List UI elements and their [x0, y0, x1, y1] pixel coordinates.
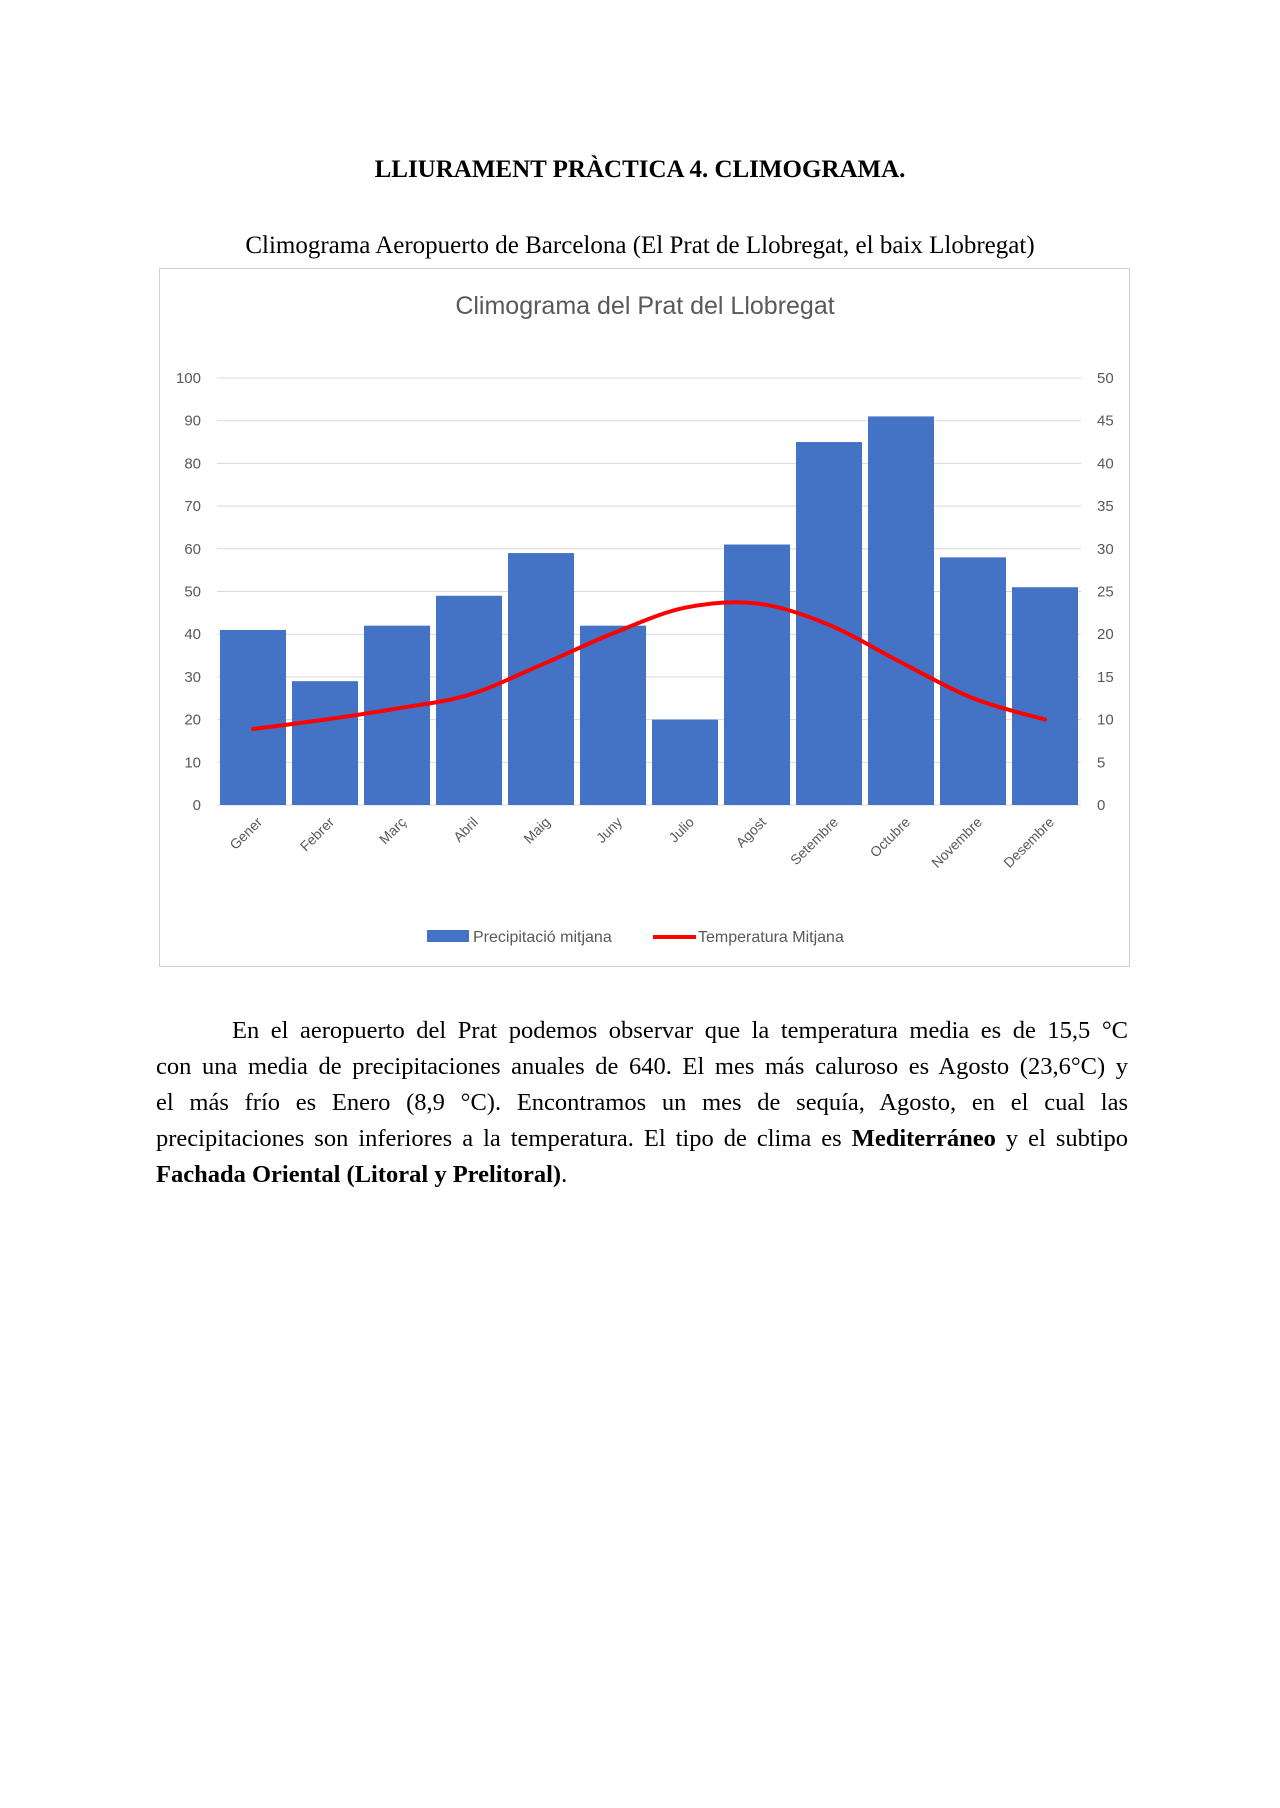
body-paragraph: En el aeropuerto del Prat podemos observ…: [156, 1013, 1128, 1193]
category-label: Maig: [520, 814, 553, 847]
left-axis-tick: 80: [184, 455, 201, 472]
chart-legend: Precipitació mitjana Temperatura Mitjana: [427, 929, 844, 946]
paragraph-line: Fachada Oriental (Litoral y Prelitoral).: [156, 1157, 1128, 1193]
left-axis-tick: 70: [184, 498, 201, 515]
right-axis-tick: 20: [1097, 626, 1114, 643]
right-axis-tick: 35: [1097, 498, 1114, 515]
category-label: Juny: [593, 814, 625, 846]
left-axis-tick: 10: [184, 754, 201, 771]
left-axis-tick: 30: [184, 669, 201, 686]
category-label: Abril: [450, 814, 481, 845]
precipitation-bar: [652, 719, 718, 805]
climograph-chart: Climograma del Prat del Llobregat 0 10 20 3…: [159, 268, 1130, 967]
category-label: Març: [376, 814, 409, 847]
right-axis-tick: 30: [1097, 541, 1114, 558]
paragraph-text: el más frío es Enero (8,9 °C). Encontram…: [156, 1089, 1128, 1116]
category-label: Desembre: [1000, 814, 1057, 871]
category-label: Novembre: [928, 814, 985, 871]
paragraph-line: En el aeropuerto del Prat podemos observ…: [156, 1013, 1128, 1049]
paragraph-text: En el aeropuerto del Prat podemos observ…: [232, 1017, 1128, 1044]
right-axis-tick: 10: [1097, 712, 1114, 729]
category-label: Agost: [732, 814, 769, 851]
category-label: Julio: [665, 814, 697, 846]
precipitation-bars: [220, 416, 1078, 805]
left-axis-tick: 100: [176, 370, 201, 387]
right-axis-tick: 25: [1097, 584, 1114, 601]
category-labels: Gener Febrer Març Abril Maig Juny Julio Agost Se…: [226, 814, 1057, 871]
temperature-line: [251, 600, 1047, 731]
precipitation-bar: [508, 553, 574, 805]
right-axis-tick: 0: [1097, 797, 1105, 814]
left-axis-tick: 60: [184, 541, 201, 558]
paragraph-line: con una media de precipitaciones anuales…: [156, 1049, 1128, 1085]
document-title: LLIURAMENT PRÀCTICA 4. CLIMOGRAMA.: [374, 156, 906, 183]
category-label: Gener: [226, 814, 265, 853]
left-axis-tick: 90: [184, 413, 201, 430]
temperature-line-path: [251, 600, 1047, 731]
chart-svg: Climograma del Prat del Llobregat 0 10 20 3…: [176, 292, 1114, 946]
right-axis-tick: 45: [1097, 413, 1114, 430]
left-axis-tick: 20: [184, 712, 201, 729]
precipitation-bar: [292, 681, 358, 805]
right-axis-tick: 5: [1097, 754, 1105, 771]
left-axis-tick: 50: [184, 584, 201, 601]
right-axis-ticks: 0 5 10 15 20 25 30 35 40 45 50: [1097, 370, 1114, 814]
chart-title: Climograma del Prat del Llobregat: [455, 292, 834, 320]
paragraph-period: .: [561, 1161, 568, 1188]
left-axis-tick: 40: [184, 626, 201, 643]
precipitation-bar: [940, 557, 1006, 805]
climate-subtype: Fachada Oriental (Litoral y Prelitoral: [156, 1161, 553, 1188]
right-axis-tick: 50: [1097, 370, 1114, 387]
precipitation-bar: [868, 416, 934, 805]
legend-label-temperature: Temperatura Mitjana: [698, 929, 844, 946]
right-axis-tick: 40: [1097, 455, 1114, 472]
right-axis-tick: 15: [1097, 669, 1114, 686]
left-axis-ticks: 0 10 20 30 40 50 60 70 80 90 100: [176, 370, 201, 814]
category-label: Octubre: [867, 814, 914, 861]
legend-swatch-precipitation: [427, 930, 469, 942]
closing-parenthesis: ): [552, 1161, 562, 1188]
left-axis-tick: 0: [193, 797, 201, 814]
precipitation-bar: [724, 544, 790, 805]
paragraph-text: con una media de precipitaciones anuales…: [156, 1053, 1128, 1080]
precipitation-bar: [220, 629, 286, 805]
chart-caption: Climograma Aeropuerto de Barcelona (El P…: [245, 232, 1035, 259]
climate-type: Mediterráneo: [851, 1125, 996, 1152]
paragraph-text: y el subtipo: [995, 1125, 1128, 1152]
precipitation-bar: [580, 625, 646, 805]
precipitation-bar: [364, 625, 430, 805]
paragraph-line: el más frío es Enero (8,9 °C). Encontram…: [156, 1085, 1128, 1121]
gridlines: [217, 377, 1081, 806]
category-label: Febrer: [297, 814, 338, 855]
category-label: Setembre: [787, 814, 841, 868]
precipitation-bar: [1012, 587, 1078, 805]
paragraph-line: precipitaciones son inferiores a la temp…: [156, 1121, 1128, 1157]
paragraph-text: precipitaciones son inferiores a la temp…: [156, 1125, 852, 1152]
legend-label-precipitation: Precipitació mitjana: [473, 929, 612, 946]
